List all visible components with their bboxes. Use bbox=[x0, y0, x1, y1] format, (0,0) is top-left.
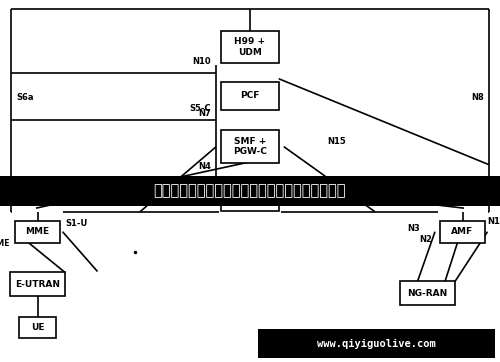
FancyBboxPatch shape bbox=[10, 272, 65, 296]
FancyBboxPatch shape bbox=[0, 176, 500, 206]
Text: N15: N15 bbox=[328, 137, 346, 146]
Text: E-UTRAN: E-UTRAN bbox=[15, 280, 60, 289]
FancyBboxPatch shape bbox=[221, 184, 279, 211]
Text: S1-MME: S1-MME bbox=[0, 239, 10, 248]
Text: N10: N10 bbox=[192, 56, 211, 66]
Text: NG-RAN: NG-RAN bbox=[408, 289, 448, 298]
Text: N11: N11 bbox=[240, 199, 260, 208]
Text: N8: N8 bbox=[471, 93, 484, 102]
Text: N1: N1 bbox=[488, 217, 500, 226]
FancyBboxPatch shape bbox=[258, 329, 495, 358]
Text: MME: MME bbox=[26, 227, 50, 236]
Text: S6a: S6a bbox=[16, 93, 34, 102]
Text: UE: UE bbox=[31, 323, 44, 332]
Text: PCF: PCF bbox=[240, 92, 260, 100]
Text: www.qiyiguolive.com: www.qiyiguolive.com bbox=[317, 339, 436, 349]
FancyBboxPatch shape bbox=[440, 221, 485, 243]
Text: H99 +
UDM: H99 + UDM bbox=[234, 37, 266, 57]
FancyBboxPatch shape bbox=[19, 317, 56, 338]
Text: AMF: AMF bbox=[452, 227, 473, 236]
Text: S1-U: S1-U bbox=[65, 219, 88, 228]
Text: SMF +
PGW-C: SMF + PGW-C bbox=[233, 137, 267, 156]
FancyBboxPatch shape bbox=[15, 221, 60, 243]
FancyBboxPatch shape bbox=[400, 282, 455, 305]
Text: UPF+
PGW-U: UPF+ PGW-U bbox=[232, 188, 268, 207]
Text: N7: N7 bbox=[198, 109, 211, 118]
Text: 基于分体式脚蹼的模块化适配方案研究与应用探索: 基于分体式脚蹼的模块化适配方案研究与应用探索 bbox=[154, 184, 346, 198]
Text: N3: N3 bbox=[407, 224, 420, 232]
Text: N4: N4 bbox=[198, 163, 211, 172]
FancyBboxPatch shape bbox=[221, 130, 279, 163]
Text: S5-C: S5-C bbox=[190, 104, 211, 113]
FancyBboxPatch shape bbox=[221, 31, 279, 63]
FancyBboxPatch shape bbox=[221, 83, 279, 109]
Text: N2: N2 bbox=[420, 235, 432, 244]
